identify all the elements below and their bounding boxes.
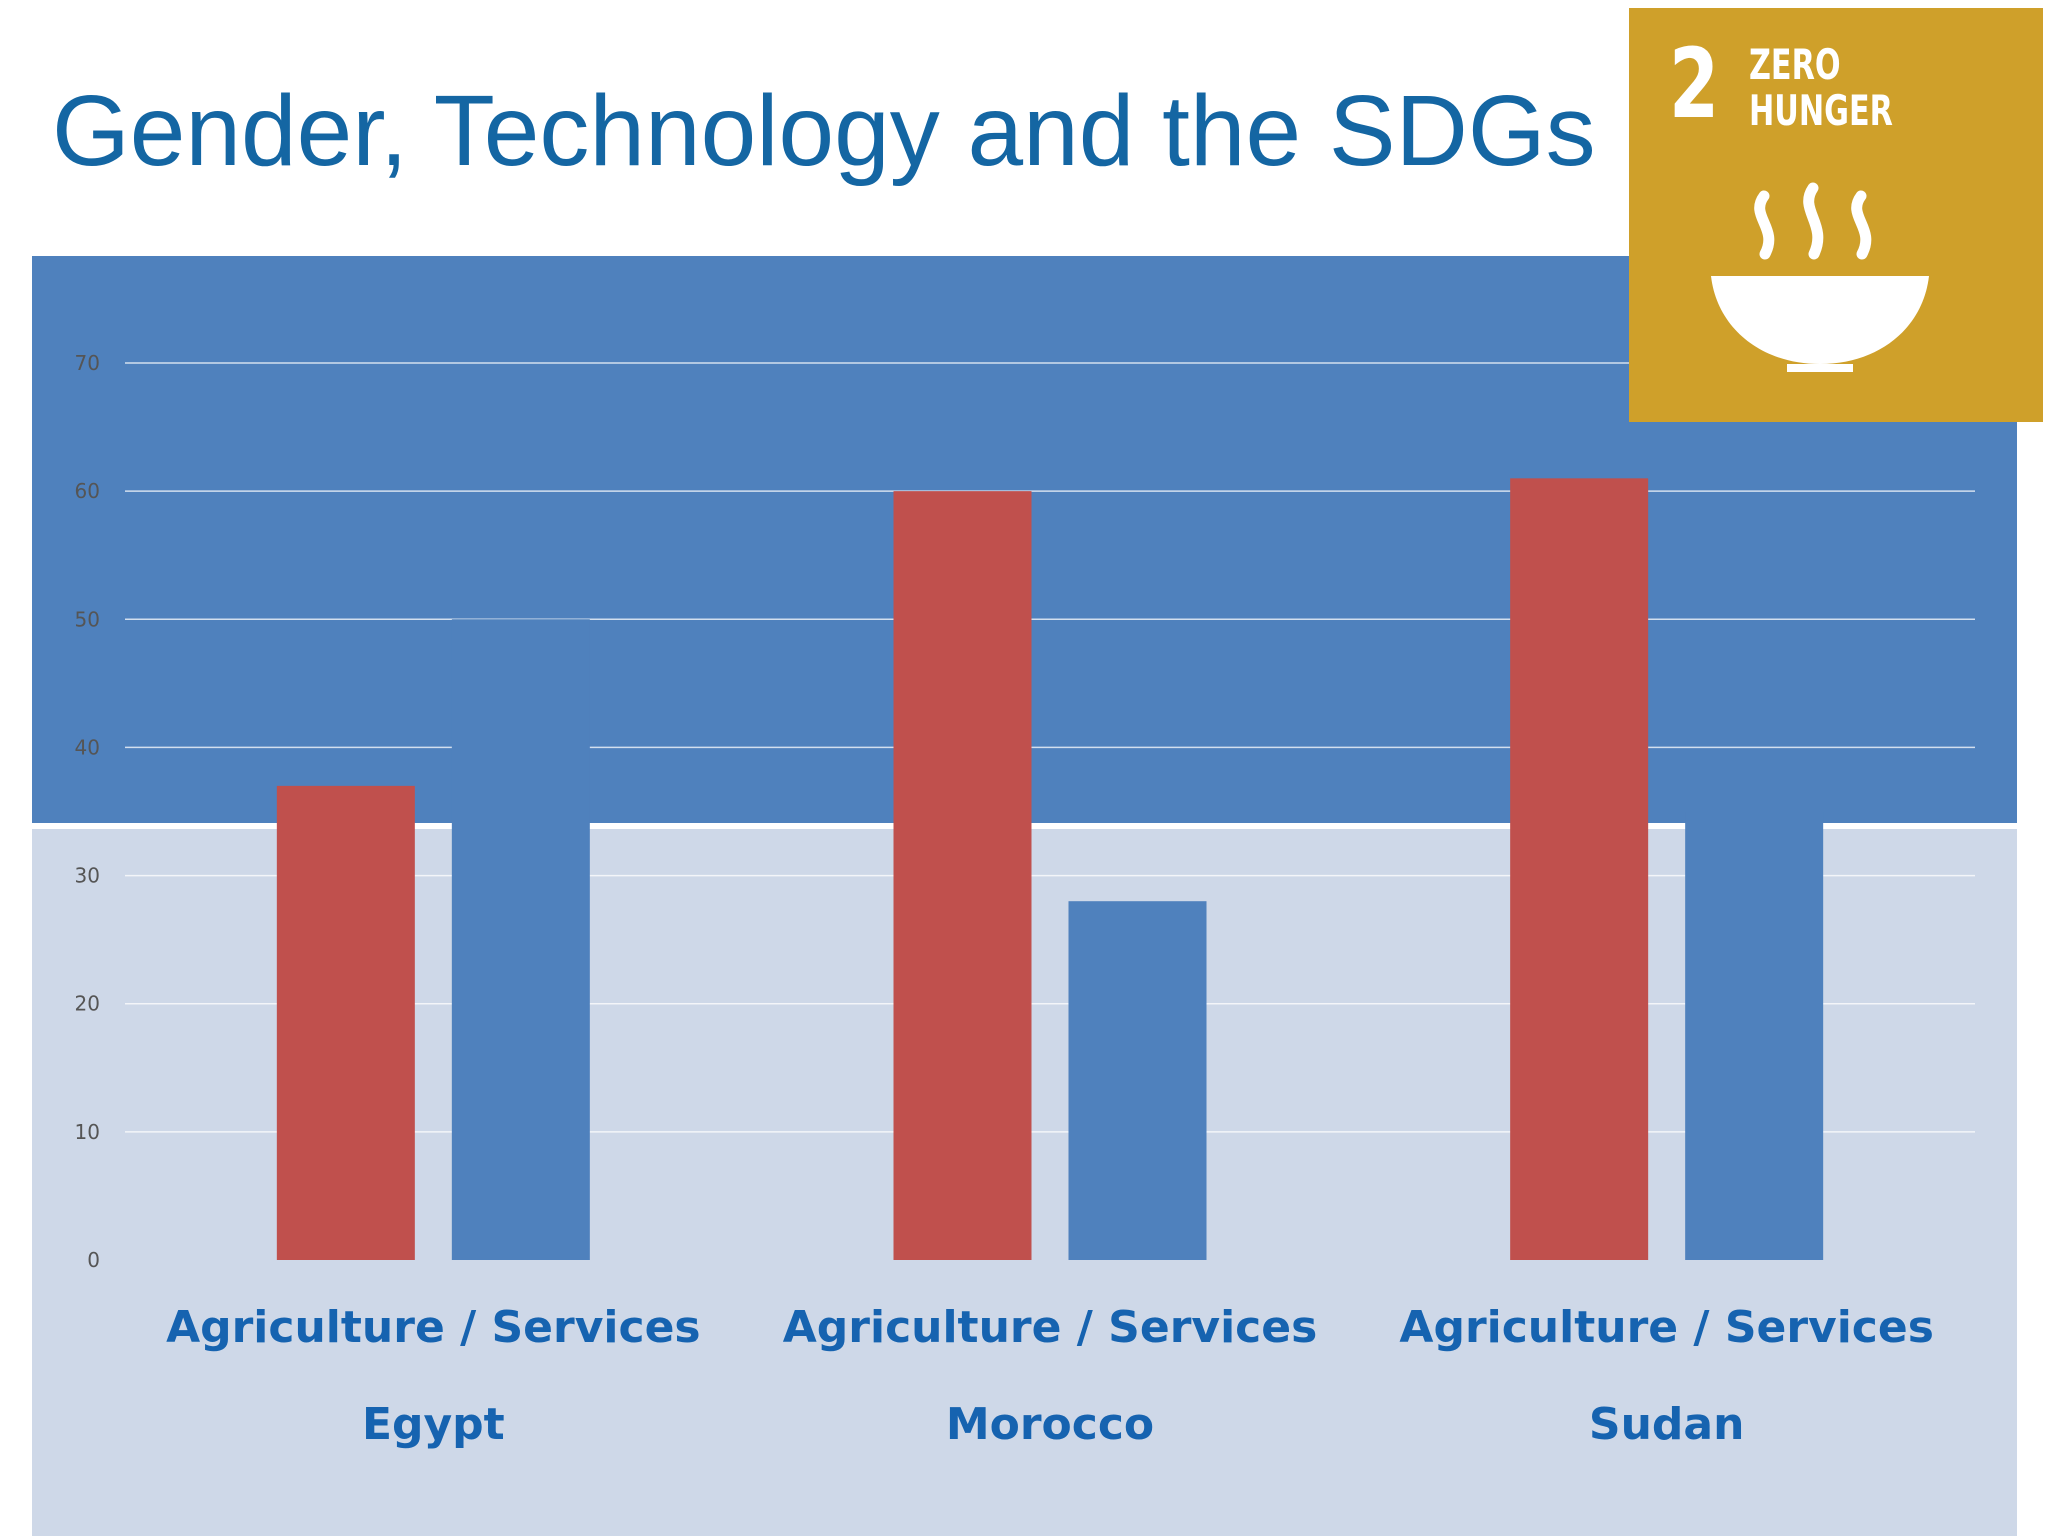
y-tick-label-50: 50 <box>75 607 100 631</box>
y-tick-label-20: 20 <box>75 992 100 1016</box>
category-sublabel-sudan: Agriculture / Services <box>1399 1302 1934 1353</box>
sdg-2-zero-hunger-badge: 2 ZERO HUNGER <box>1629 8 2043 422</box>
bar-egypt-series-1 <box>276 785 415 1260</box>
y-tick-label-0: 0 <box>87 1248 100 1272</box>
sdg-text-line1: ZERO <box>1749 40 1841 89</box>
category-label-sudan: Sudan <box>1589 1399 1745 1450</box>
bar-morocco-series-1 <box>893 491 1032 1261</box>
bar-sudan-series-1 <box>1510 478 1649 1260</box>
y-tick-label-70: 70 <box>75 351 100 375</box>
sdg-number: 2 <box>1669 28 1720 140</box>
y-tick-label-40: 40 <box>75 735 100 759</box>
category-sublabel-morocco: Agriculture / Services <box>783 1302 1318 1353</box>
bars <box>276 478 1824 1261</box>
y-tick-label-30: 30 <box>75 864 100 888</box>
bar-sudan-series-2 <box>1685 811 1824 1260</box>
bar-morocco-series-2 <box>1068 901 1207 1260</box>
y-axis-ticks: 0 10 20 30 40 50 60 70 <box>75 351 100 1272</box>
y-tick-label-10: 10 <box>75 1120 100 1144</box>
category-labels: Agriculture / Services Egypt Agriculture /… <box>166 1302 1934 1450</box>
category-label-morocco: Morocco <box>946 1399 1154 1450</box>
bar-egypt-series-2 <box>451 619 590 1260</box>
category-label-egypt: Egypt <box>362 1399 505 1450</box>
slide-title: Gender, Technology and the SDGs <box>52 75 1596 187</box>
category-sublabel-egypt: Agriculture / Services <box>166 1302 701 1353</box>
gridlines <box>125 362 1975 1133</box>
sdg-text-line2: HUNGER <box>1749 86 1893 135</box>
y-tick-label-60: 60 <box>75 479 100 503</box>
steaming-bowl-icon <box>1711 182 1929 372</box>
sdg-goal-text: ZERO HUNGER <box>1749 42 1893 134</box>
